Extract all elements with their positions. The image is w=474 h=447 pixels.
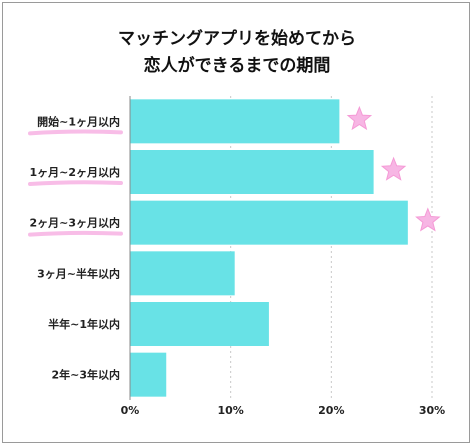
- bar: [130, 352, 167, 397]
- x-tick-label: 30%: [419, 404, 445, 417]
- y-category-label: 半年~1年以内: [48, 317, 120, 331]
- x-tick-label: 10%: [217, 404, 243, 417]
- chart-title-line-1: マッチングアプリを始めてから: [118, 29, 356, 49]
- bar: [130, 200, 408, 245]
- star-icon: [346, 105, 373, 131]
- bar: [130, 150, 374, 194]
- star-icon: [415, 207, 441, 232]
- bar: [130, 302, 269, 346]
- highlight-underline: [28, 129, 123, 136]
- highlight-underline: [28, 230, 123, 237]
- bar: [130, 99, 340, 144]
- y-category-label: 2年~3年以内: [51, 368, 120, 382]
- y-category-label: 3ヶ月~半年以内: [37, 266, 120, 280]
- y-category-label: 開始~1ヶ月以内: [37, 114, 120, 128]
- chart-title: マッチングアプリを始めてから 恋人ができるまでの期間: [0, 26, 474, 80]
- x-tick-label: 20%: [318, 404, 344, 417]
- highlight-underline: [28, 180, 123, 186]
- y-category-label: 1ヶ月~2ヶ月以内: [29, 165, 120, 179]
- bar: [130, 251, 235, 296]
- star-icon: [380, 156, 407, 181]
- chart-title-line-2: 恋人ができるまでの期間: [143, 56, 331, 76]
- y-category-label: 2ヶ月~3ヶ月以内: [29, 216, 120, 230]
- x-tick-label: 0%: [121, 404, 140, 417]
